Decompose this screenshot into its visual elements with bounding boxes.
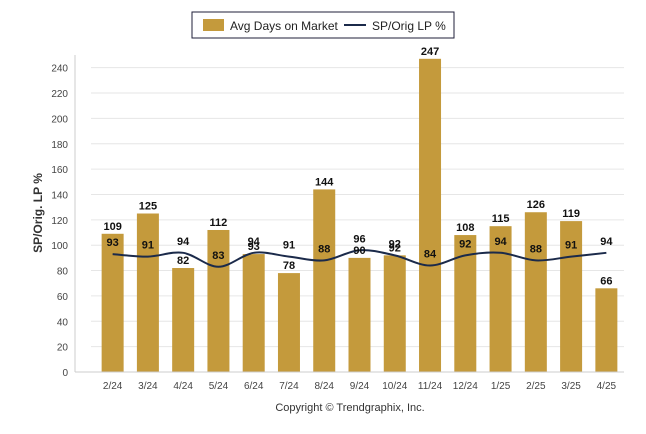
bar	[277, 273, 300, 372]
bar	[560, 221, 583, 372]
bar	[419, 58, 442, 372]
bar-value-label: 78	[283, 260, 295, 272]
bar-value-label: 247	[421, 46, 439, 58]
y-tick-label: 20	[57, 343, 69, 354]
x-tick-label: 3/25	[561, 381, 581, 392]
legend-label-bar: Avg Days on Market	[230, 19, 338, 33]
bar	[489, 226, 512, 372]
bar	[348, 257, 371, 372]
bar-value-label: 66	[600, 275, 612, 287]
x-tick-label: 3/24	[138, 381, 158, 392]
x-tick-label: 2/25	[526, 381, 546, 392]
bar-value-label: 125	[139, 201, 157, 213]
line-value-label: 83	[212, 250, 224, 262]
bar-value-label: 126	[527, 199, 545, 211]
x-tick-label: 9/24	[350, 381, 370, 392]
y-tick-label: 60	[57, 292, 69, 303]
y-tick-label: 80	[57, 267, 69, 278]
x-tick-label: 5/24	[209, 381, 229, 392]
bar-value-label: 144	[315, 176, 334, 188]
bar-value-label: 90	[353, 245, 365, 257]
line-value-label: 92	[389, 238, 401, 250]
bar-value-label: 115	[492, 213, 510, 225]
y-axis-label: SP/Orig. LP %	[31, 173, 45, 253]
y-tick-label: 0	[62, 368, 68, 379]
bar-value-label: 108	[456, 222, 474, 234]
y-tick-label: 180	[51, 140, 68, 151]
y-tick-label: 220	[51, 89, 68, 100]
bar	[172, 268, 195, 372]
bar	[136, 213, 159, 372]
data-labels: 109 125 82 112 93 78 144 90 92 247 108 115 126 119 66 9…	[103, 46, 613, 288]
bar-value-label: 112	[210, 217, 228, 229]
y-tick-label: 120	[51, 216, 68, 227]
line-value-label: 96	[353, 233, 365, 245]
y-tick-label: 140	[51, 190, 68, 201]
y-tick-label: 240	[51, 64, 68, 75]
line-value-label: 94	[248, 236, 261, 248]
y-tick-label: 40	[57, 317, 69, 328]
line-value-label: 93	[107, 237, 119, 249]
x-tick-label: 4/25	[597, 381, 617, 392]
line-value-label: 88	[530, 243, 542, 255]
line-value-label: 92	[459, 238, 471, 250]
bar	[242, 254, 265, 372]
x-tick-label: 2/24	[103, 381, 123, 392]
legend-swatch-bar	[203, 19, 224, 31]
line-value-label: 94	[600, 236, 613, 248]
legend-label-line: SP/Orig LP %	[372, 19, 446, 33]
copyright: Copyright © Trendgraphix, Inc.	[275, 402, 425, 414]
bar-value-label: 119	[562, 208, 580, 220]
bar-value-label: 93	[248, 241, 260, 253]
legend-box	[191, 11, 455, 39]
x-tick-label: 11/24	[418, 381, 443, 392]
x-tick-label: 6/24	[244, 381, 264, 392]
bar	[524, 212, 547, 372]
x-tick-label: 8/24	[314, 381, 334, 392]
x-tick-label: 10/24	[382, 381, 407, 392]
line-value-label: 94	[177, 236, 190, 248]
x-tick-label: 7/24	[279, 381, 299, 392]
line-series	[112, 249, 607, 268]
line-value-label: 94	[494, 236, 507, 248]
line-value-label: 91	[565, 240, 577, 252]
bar-value-label: 82	[177, 255, 189, 267]
y-axis: 0 20 40 60 80 100 120 140 160 180 200 220 240	[51, 55, 76, 379]
line-value-label: 84	[424, 248, 437, 260]
y-tick-label: 200	[51, 114, 68, 125]
line-value-label: 91	[142, 240, 154, 252]
line-value-label: 91	[283, 240, 295, 252]
x-tick-label: 4/24	[173, 381, 193, 392]
line-value-label: 88	[318, 243, 330, 255]
bar	[454, 235, 477, 372]
x-tick-label: 1/25	[491, 381, 511, 392]
bar	[383, 255, 406, 372]
legend: Avg Days on Market SP/Orig LP %	[191, 11, 455, 39]
bar-value-label: 92	[389, 242, 401, 254]
x-axis: 2/24 3/24 4/24 5/24 6/24 7/24 8/24 9/24 10/24 11/…	[75, 371, 624, 392]
line-path	[112, 249, 607, 268]
bars	[101, 58, 618, 372]
y-tick-label: 100	[51, 241, 68, 252]
x-tick-label: 12/24	[453, 381, 478, 392]
bar-value-label: 109	[103, 221, 121, 233]
bar	[313, 189, 336, 372]
bar	[595, 288, 618, 372]
y-tick-label: 160	[51, 165, 68, 176]
bar	[101, 233, 124, 372]
